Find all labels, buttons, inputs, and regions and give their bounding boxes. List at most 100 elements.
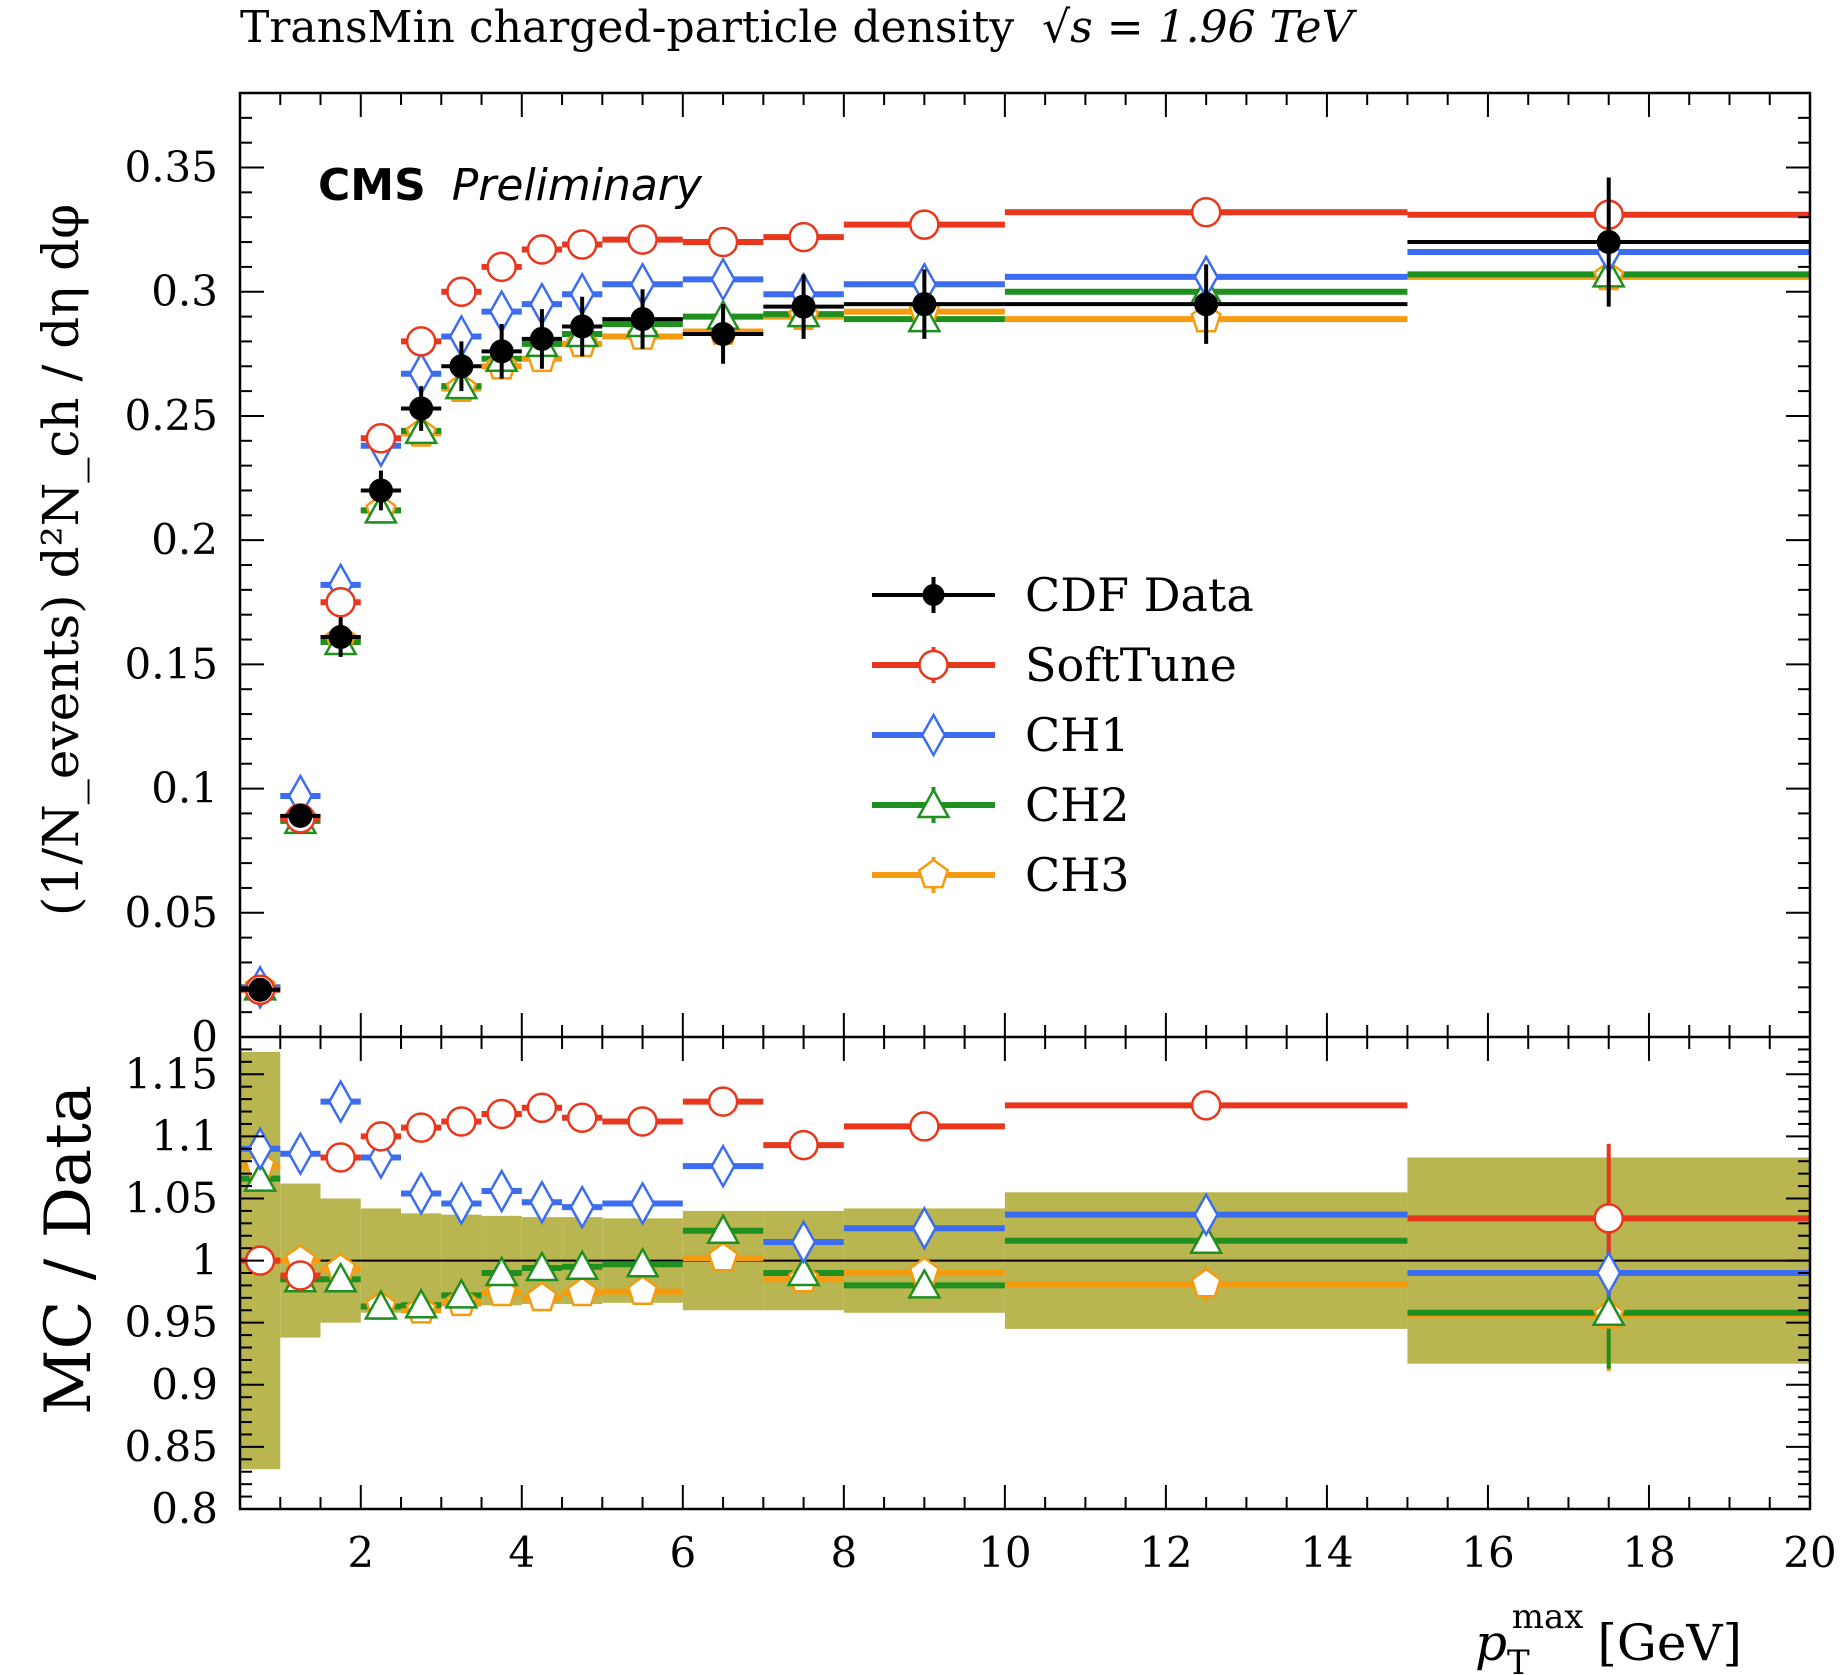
ratio-marker-ch3 — [526, 1281, 558, 1312]
ratio-marker-softtune — [1593, 1203, 1624, 1234]
ratio-marker-ch1 — [448, 1180, 475, 1226]
x-axis-label: pTmax [GeV] — [1475, 1597, 1742, 1675]
ratio-marker-ch2 — [484, 1255, 519, 1287]
legend: CDF Data SoftTune CH1 CH2 CH3 — [872, 568, 1254, 902]
ratio-tick-label: 1 — [191, 1236, 218, 1285]
legend-marker-ch3 — [917, 858, 950, 889]
ratio-tick-label: 1.05 — [124, 1173, 218, 1222]
y-tick-label: 0.2 — [151, 515, 218, 564]
ratio-marker-ch2 — [565, 1249, 600, 1281]
mc-marker-softtune — [1190, 196, 1222, 228]
ratio-marker-ch1 — [488, 1168, 515, 1214]
legend-marker-data — [922, 584, 945, 606]
tick-labels: 2 4 6 8 10 12 14 16 18 20 0 0.05 0.1 0.15 0.2 0.25 0.3 0.… — [124, 143, 1836, 1577]
y-axis-label: (1/N_events) d²N_ch / dη dφ — [32, 204, 90, 916]
ratio-marker-ch2 — [524, 1250, 560, 1282]
ratio-marker-ch1 — [911, 1205, 938, 1251]
y-tick-label: 0.05 — [124, 888, 218, 937]
y-tick-label: 0.35 — [124, 143, 218, 192]
ratio-marker-softtune — [1190, 1090, 1222, 1121]
ratio-marker-ch2 — [323, 1261, 358, 1293]
ratio-marker-ch3 — [707, 1241, 739, 1272]
data-point — [630, 307, 655, 332]
mc-marker-softtune — [365, 423, 397, 454]
data-point — [248, 977, 273, 1002]
legend-label-softtune: SoftTune — [1025, 638, 1237, 692]
legend-marker-ch2 — [916, 787, 951, 819]
plot-border — [238, 91, 1812, 1511]
ratio-marker-ch2 — [907, 1267, 942, 1299]
ratio-marker-ch1 — [1193, 1192, 1219, 1238]
y-tick-label: 0.25 — [124, 391, 218, 440]
mc-marker-softtune — [405, 326, 437, 357]
mc-marker-softtune — [566, 229, 598, 260]
mc-marker-softtune — [325, 587, 356, 618]
legend-label-ch1: CH1 — [1025, 708, 1130, 762]
data-point — [791, 294, 816, 319]
ratio-marker-ch2 — [625, 1246, 660, 1278]
ratio-marker-ch3 — [626, 1275, 659, 1306]
mc-marker-softtune — [486, 251, 517, 283]
plot-frame — [238, 91, 1812, 1511]
chart-marks — [240, 177, 1810, 1329]
x-tick-label: 2 — [347, 1528, 374, 1577]
ratio-marker-ch2 — [363, 1288, 399, 1320]
mc-marker-softtune — [446, 276, 477, 307]
chart-title: TransMin charged-particle density √s = 1… — [240, 2, 1358, 53]
data-point — [529, 326, 554, 351]
ratio-marker-ch3 — [1190, 1267, 1222, 1298]
mc-marker-softtune — [707, 226, 739, 258]
ratio-marker-ch1 — [408, 1170, 434, 1217]
x-tick-label: 10 — [978, 1528, 1031, 1577]
data-point — [368, 478, 393, 503]
ratio-marker-softtune — [909, 1111, 940, 1142]
ratio-tick-label: 0.8 — [151, 1484, 218, 1533]
legend-marker-softtune — [918, 649, 949, 681]
ratio-marker-ch1 — [569, 1184, 595, 1230]
ratio-marker-softtune — [405, 1112, 437, 1143]
legend-marker-ch1 — [920, 712, 947, 758]
ratio-y-axis-label: MC / Data — [32, 1085, 106, 1415]
ratio-marker-softtune — [566, 1102, 598, 1133]
ratio-marker-softtune — [285, 1260, 316, 1291]
data-point — [449, 354, 474, 379]
x-tick-label: 14 — [1300, 1528, 1353, 1577]
ratio-marker-ch1 — [287, 1131, 314, 1177]
ratio-marker-softtune — [627, 1106, 658, 1137]
legend-label-data: CDF Data — [1025, 568, 1254, 622]
y-tick-label: 0.15 — [124, 639, 218, 688]
ratio-marker-softtune — [707, 1086, 739, 1117]
data-point — [1194, 292, 1219, 317]
ratio-marker-ch1 — [629, 1180, 656, 1226]
ratio-tick-label: 0.95 — [124, 1298, 218, 1347]
ratio-tick-label: 0.9 — [151, 1360, 218, 1409]
ratio-marker-ch1 — [710, 1143, 736, 1189]
ratio-marker-ch2 — [243, 1161, 278, 1192]
x-tick-label: 20 — [1783, 1528, 1836, 1577]
data-point — [711, 321, 736, 346]
data-point — [489, 339, 514, 364]
x-tick-label: 4 — [508, 1528, 535, 1577]
ratio-marker-softtune — [446, 1106, 477, 1137]
ratio-marker-softtune — [526, 1092, 558, 1124]
mc-marker-softtune — [788, 221, 819, 253]
mc-marker-softtune — [909, 209, 940, 240]
ratio-marker-softtune — [486, 1098, 517, 1130]
ratio-marker-ch1 — [790, 1219, 817, 1265]
ratio-marker-ch2 — [786, 1255, 821, 1287]
legend-label-ch3: CH3 — [1025, 848, 1130, 902]
ratio-marker-ch1 — [529, 1179, 555, 1225]
ratio-tick-label: 1.15 — [124, 1049, 218, 1098]
ratio-tick-label: 1.1 — [151, 1111, 218, 1160]
mc-marker-softtune — [627, 224, 658, 255]
mc-marker-softtune — [526, 234, 558, 265]
ratio-tick-label: 0.85 — [124, 1422, 218, 1471]
ratio-marker-ch2 — [1189, 1223, 1224, 1254]
data-point — [1596, 230, 1621, 255]
y-tick-label: 0 — [191, 1012, 218, 1061]
ratio-marker-ch1 — [247, 1126, 273, 1172]
data-point — [288, 803, 313, 828]
data-point — [409, 396, 434, 421]
legend-label-ch2: CH2 — [1025, 778, 1130, 832]
